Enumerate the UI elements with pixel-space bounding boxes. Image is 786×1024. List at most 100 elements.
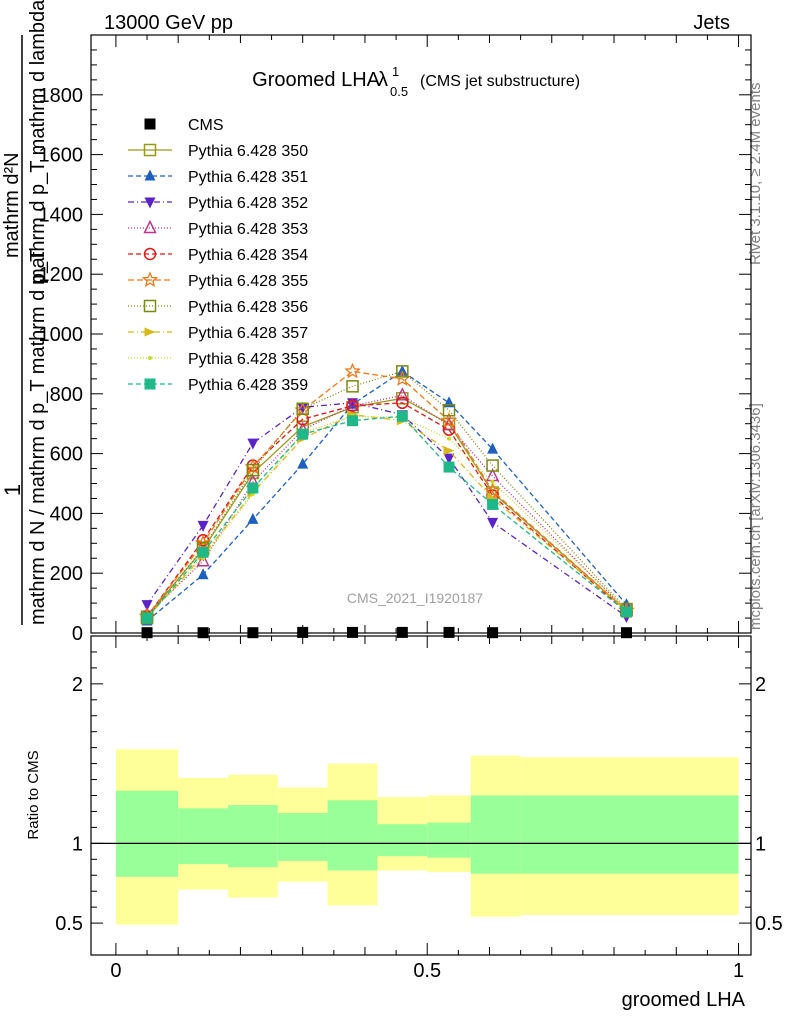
series-10 [141, 410, 632, 624]
legend-label: Pythia 6.428 354 [188, 247, 308, 264]
main-y-tick-label: 1200 [39, 264, 84, 286]
data-point [344, 362, 361, 379]
legend-label: Pythia 6.428 356 [188, 299, 308, 316]
y-label-numerator: mathrm d²N [1, 152, 23, 258]
data-point [296, 402, 309, 415]
data-point [346, 399, 359, 413]
legend-label: CMS [188, 117, 224, 134]
data-point [396, 410, 408, 422]
series-4 [140, 387, 634, 621]
legend-entry-1: Pythia 6.428 350 [128, 143, 308, 160]
y-label-denominator: mathrm d p_T mathrm d lambda [27, 0, 49, 285]
x-tick-label: 0.5 [413, 960, 441, 982]
data-point [395, 387, 409, 401]
main-y-ticks: 0 200 400 600 800 1000 1200 1400 1600 1800 [39, 35, 751, 645]
legend-marker [144, 327, 156, 337]
data-point [443, 446, 455, 456]
main-y-tick-label: 800 [50, 384, 83, 406]
legend-entry-10: Pythia 6.428 359 [128, 377, 308, 394]
ratio-inner-band-0 [115, 790, 179, 877]
legend-label: Pythia 6.428 359 [188, 377, 308, 394]
data-point [346, 380, 359, 393]
legend-entry-3: Pythia 6.428 352 [128, 195, 308, 212]
data-point [620, 627, 632, 639]
series-0 [141, 626, 632, 639]
legend-marker [148, 356, 152, 360]
legend-entry-5: Pythia 6.428 354 [128, 247, 308, 264]
legend-marker [144, 169, 156, 181]
ratio-ticks: 0.5 0.5 1 1 2 2 0 0.5 1 [55, 636, 783, 982]
data-point [247, 627, 259, 639]
svg-text:Groomed LHA: Groomed LHA [252, 69, 380, 91]
legend-label: Pythia 6.428 351 [188, 169, 308, 186]
ratio-y-tick-label-left: 0.5 [55, 913, 83, 935]
data-point [396, 396, 409, 410]
title-subtitle: (CMS jet substructure) [420, 73, 580, 90]
main-title: Groomed LHA λ 1 0.5 (CMS jet substructur… [252, 64, 580, 99]
legend-label: Pythia 6.428 353 [188, 221, 308, 238]
ratio-inner-band-4 [327, 800, 378, 871]
legend-entry-6: Pythia 6.428 355 [128, 271, 308, 290]
series-line-6 [146, 370, 627, 617]
series-line-7 [146, 370, 627, 619]
data-point [197, 568, 209, 580]
ratio-inner-band-5 [377, 824, 428, 857]
main-y-tick-label: 600 [50, 444, 83, 466]
series-line-3 [146, 402, 627, 618]
data-point [197, 546, 209, 558]
ratio-y-tick-label-right: 0.5 [755, 913, 783, 935]
data-point [442, 403, 456, 417]
main-y-axis-label: 1 mathrm d N / mathrm d p_T mathrm d p_T… [0, 0, 49, 625]
ratio-inner-band-7 [470, 795, 521, 874]
data-point [347, 415, 359, 427]
data-point [247, 482, 259, 494]
legend-label: Pythia 6.428 355 [188, 273, 308, 290]
legend-marker [143, 219, 157, 234]
legend-marker [143, 143, 157, 157]
data-point [396, 365, 409, 378]
main-y-tick-label: 0 [72, 623, 83, 645]
data-point [297, 428, 309, 440]
main-y-tick-label: 1600 [39, 145, 84, 167]
data-point [197, 627, 209, 639]
title-symbol: λ [378, 69, 388, 91]
data-point [141, 627, 153, 639]
ratio-inner-band-2 [227, 805, 278, 868]
data-point [484, 482, 501, 498]
main-y-tick-label: 1400 [39, 204, 84, 226]
data-point [246, 463, 260, 477]
mcplots-label: mcplots.cern.ch [arXiv:1306.3436] [747, 403, 764, 630]
legend-label: Pythia 6.428 357 [188, 325, 308, 342]
data-point [443, 453, 455, 465]
data-point [487, 442, 499, 454]
series-line-9 [146, 415, 627, 618]
header-jets-label: Jets [693, 12, 730, 34]
ratio-y-axis-label: Ratio to CMS [25, 750, 42, 839]
analysis-watermark: CMS_2021_I1920187 [347, 590, 483, 606]
data-point [486, 459, 499, 472]
data-point [490, 480, 495, 485]
data-point [487, 498, 499, 510]
legend-marker [144, 378, 156, 390]
series-line-4 [146, 394, 627, 616]
ratio-y-tick-label-right: 2 [755, 674, 766, 696]
y-label-inner: mathrm d N / mathrm d p_T mathrm d p_T [27, 250, 49, 625]
x-tick-label: 0 [110, 960, 121, 982]
series-7 [140, 365, 633, 625]
data-point [440, 411, 458, 428]
legend-label: Pythia 6.428 352 [188, 195, 308, 212]
ratio-inner-band-6 [427, 822, 471, 858]
series-6 [138, 362, 635, 624]
ratio-y-tick-label-left: 2 [72, 674, 83, 696]
y-label-one: 1 [0, 484, 25, 496]
title-superscript: 1 [392, 64, 399, 79]
data-point [194, 534, 212, 551]
legend-entry-4: Pythia 6.428 353 [128, 219, 308, 238]
series-line-2 [146, 370, 627, 622]
data-point [297, 457, 309, 469]
main-panel: 0 200 400 600 800 1000 1200 1400 1600 1800 CMS_20… [39, 34, 752, 645]
legend-marker [144, 197, 156, 209]
legend-marker [143, 247, 157, 261]
ratio-y-tick-label-left: 1 [72, 833, 83, 855]
